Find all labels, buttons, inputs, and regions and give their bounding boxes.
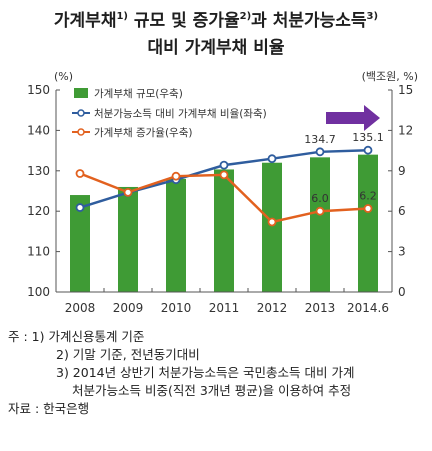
x-tick-label: 2008: [65, 301, 96, 315]
legend-marker-ratio: [77, 109, 85, 117]
right-tick-label: 3: [398, 245, 406, 259]
legend-swatch-bar: [74, 88, 88, 98]
chart-canvas: (%) (백조원, %) 100 110 120 130 140 150 0 3 6 9 12 15 2…: [27, 70, 418, 315]
right-tick-label: 9: [398, 164, 406, 178]
footnote-1: 주 : 1) 가계신용통계 기준: [8, 329, 145, 344]
point-growth-2014.6: [363, 204, 373, 213]
footnotes: 주 : 1) 가계신용통계 기준 2) 기말 기준, 전년동기대비 3) 201…: [8, 328, 428, 418]
data-label: 6.2: [359, 190, 377, 203]
bar-2012: [262, 162, 282, 292]
right-tick-label: 6: [398, 204, 406, 218]
left-tick-label: 100: [27, 285, 50, 299]
point-ratio-2008: [75, 203, 85, 212]
data-label: 134.7: [304, 133, 336, 146]
left-tick-label: 150: [27, 83, 50, 97]
right-tick-label: 0: [398, 285, 406, 299]
chart-title-line1: 가계부채1) 규모 및 증가율2)과 처분가능소득3): [53, 11, 379, 31]
data-label: 135.1: [352, 131, 384, 144]
point-ratio-2012: [267, 154, 277, 164]
data-label: 6.0: [311, 192, 329, 205]
footnote-3-cont: 처분가능소득 비중(직전 3개년 평균)을 이용하여 추정: [72, 383, 352, 398]
legend-marker-growth: [77, 128, 85, 136]
bar-2014.6: [358, 154, 378, 292]
point-growth-2013: [315, 206, 325, 216]
point-ratio-2014.6: [363, 145, 373, 155]
right-tick-label: 15: [398, 83, 413, 97]
legend-label-ratio: 처분가능소득 대비 가계부채 비율(좌축): [94, 108, 267, 120]
footnote-3: 3) 2014년 상반기 처분가능소득은 국민총소득 대비 가계: [56, 365, 355, 380]
legend-label-growth: 가계부채 증가율(우축): [94, 127, 192, 139]
left-tick-label: 120: [27, 204, 50, 218]
point-growth-2008: [75, 169, 85, 178]
left-tick-label: 110: [27, 245, 50, 259]
bar-2011: [214, 169, 234, 292]
point-ratio-2013: [315, 147, 325, 157]
point-growth-2011: [219, 170, 229, 180]
trend-arrow-icon: [326, 105, 380, 131]
x-tick-label: 2014.6: [347, 301, 389, 315]
left-tick-label: 130: [27, 164, 50, 178]
source-note: 자료 : 한국은행: [8, 401, 90, 416]
chart-title-line2: 대비 가계부채 비율: [147, 38, 285, 58]
bar-2010: [166, 178, 186, 292]
bar-2009: [118, 186, 138, 292]
point-ratio-2011: [219, 160, 229, 170]
bar-2013: [310, 157, 330, 292]
left-axis-unit: (%): [54, 70, 73, 83]
right-tick-label: 12: [398, 123, 413, 137]
left-tick-label: 140: [27, 123, 50, 137]
point-growth-2010: [171, 171, 181, 181]
bar-2008: [70, 195, 90, 292]
point-growth-2009: [123, 187, 133, 197]
x-tick-label: 2012: [257, 301, 288, 315]
legend-label-bar: 가계부채 규모(우축): [94, 88, 183, 100]
point-growth-2012: [267, 217, 277, 227]
footnote-2: 2) 기말 기준, 전년동기대비: [56, 347, 200, 362]
x-tick-label: 2009: [113, 301, 144, 315]
x-tick-label: 2010: [161, 301, 192, 315]
x-tick-label: 2013: [305, 301, 336, 315]
x-tick-label: 2011: [209, 301, 240, 315]
right-axis-unit: (백조원, %): [362, 70, 418, 83]
